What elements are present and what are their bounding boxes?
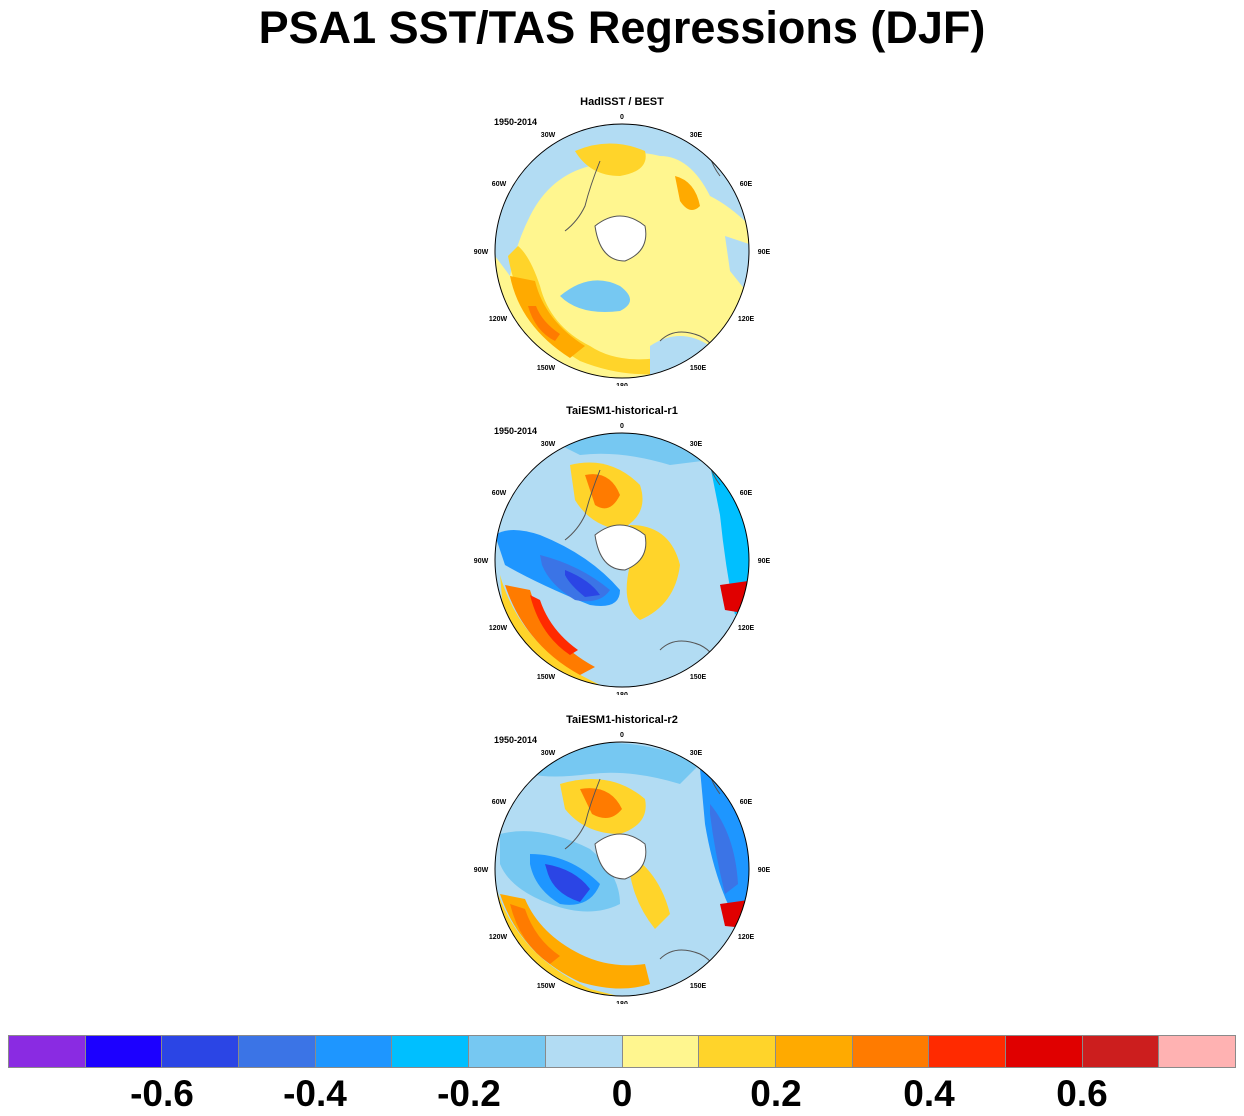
colorbar-swatch [1159, 1035, 1236, 1068]
colorbar-label: -0.6 [130, 1073, 194, 1114]
lon-label-120e: 120E [738, 934, 755, 941]
lon-label-150e: 150E [690, 365, 707, 372]
lon-label-30w: 30W [541, 750, 556, 757]
lon-label-180: 180 [616, 1001, 628, 1004]
colorbar-swatch [1005, 1035, 1083, 1068]
lon-label-150e: 150E [690, 674, 707, 681]
colorbar-swatch [852, 1035, 930, 1068]
lon-label-180: 180 [616, 383, 628, 386]
polar-map: 0 30E 60E 90E 120E 150E 180 150W 120W 90… [474, 114, 771, 386]
colorbar-label: -0.2 [437, 1073, 501, 1114]
lon-label-150e: 150E [690, 983, 707, 990]
figure-title: PSA1 SST/TAS Regressions (DJF) [258, 2, 986, 53]
lon-label-120w: 120W [489, 625, 508, 632]
lon-label-0: 0 [620, 423, 624, 430]
lon-label-60e: 60E [740, 799, 753, 806]
lon-label-120e: 120E [738, 316, 755, 323]
lon-label-60w: 60W [492, 181, 507, 188]
colorbar-swatch [315, 1035, 393, 1068]
lon-label-90w: 90W [474, 249, 489, 256]
colorbar-swatch [239, 1035, 316, 1068]
map-panel-taiesm1-r2: TaiESM1-historical-r2 1950-2014 0 [470, 714, 774, 1004]
map-panel-taiesm1-r1: TaiESM1-historical-r1 1950-2014 0 30E [470, 405, 774, 695]
colorbar-swatch [469, 1035, 546, 1068]
lon-label-30e: 30E [690, 441, 703, 448]
colorbar-label: 0 [611, 1073, 633, 1114]
lon-label-150w: 150W [537, 365, 556, 372]
colorbar-swatch [8, 1035, 86, 1068]
lon-label-90w: 90W [474, 558, 489, 565]
panel-period: 1950-2014 [494, 426, 538, 436]
colorbar-swatch [699, 1035, 776, 1068]
lon-label-150w: 150W [537, 983, 556, 990]
colorbar-swatch [545, 1035, 623, 1068]
lon-label-60w: 60W [492, 490, 507, 497]
lon-label-30w: 30W [541, 441, 556, 448]
colorbar-label: 0.4 [903, 1073, 955, 1114]
lon-label-60e: 60E [740, 181, 753, 188]
lon-label-60w: 60W [492, 799, 507, 806]
colorbar-swatch [1082, 1035, 1160, 1068]
polar-map: 0 30E 60E 90E 120E 150E 180 150W 120W 90… [474, 423, 771, 695]
map-panel-hadisst: HadISST / BEST 1950-2014 0 30E 60E 90E 1… [470, 96, 774, 386]
colorbar-swatch [392, 1035, 470, 1068]
lon-label-60e: 60E [740, 490, 753, 497]
lon-label-30w: 30W [541, 132, 556, 139]
panel-title: HadISST / BEST [580, 96, 664, 108]
lon-label-90e: 90E [758, 558, 771, 565]
lon-label-150w: 150W [537, 674, 556, 681]
lon-label-90e: 90E [758, 249, 771, 256]
panel-title: TaiESM1-historical-r2 [566, 714, 678, 726]
regression-field [495, 433, 749, 687]
polar-map: 0 30E 60E 90E 120E 150E 180 150W 120W 90… [474, 732, 771, 1004]
colorbar-swatch [162, 1035, 240, 1068]
panel-title: TaiESM1-historical-r1 [566, 405, 678, 417]
lon-label-90w: 90W [474, 867, 489, 874]
lon-label-30e: 30E [690, 750, 703, 757]
lon-label-30e: 30E [690, 132, 703, 139]
colorbar-label: -0.4 [283, 1073, 347, 1114]
colorbar-label: 0.2 [750, 1073, 802, 1114]
lon-label-0: 0 [620, 114, 624, 121]
colorbar [8, 1035, 1236, 1068]
regression-field [495, 742, 749, 996]
colorbar-swatch [775, 1035, 853, 1068]
panel-period: 1950-2014 [494, 735, 538, 745]
lon-label-180: 180 [616, 692, 628, 695]
lon-label-90e: 90E [758, 867, 771, 874]
colorbar-swatch [85, 1035, 163, 1068]
colorbar-swatch [622, 1035, 700, 1068]
lon-label-120w: 120W [489, 934, 508, 941]
panel-period: 1950-2014 [494, 117, 538, 127]
colorbar-label: 0.6 [1056, 1073, 1108, 1114]
lon-label-0: 0 [620, 732, 624, 739]
lon-label-120e: 120E [738, 625, 755, 632]
regression-field [495, 124, 749, 378]
lon-label-120w: 120W [489, 316, 508, 323]
colorbar-swatch [929, 1035, 1006, 1068]
